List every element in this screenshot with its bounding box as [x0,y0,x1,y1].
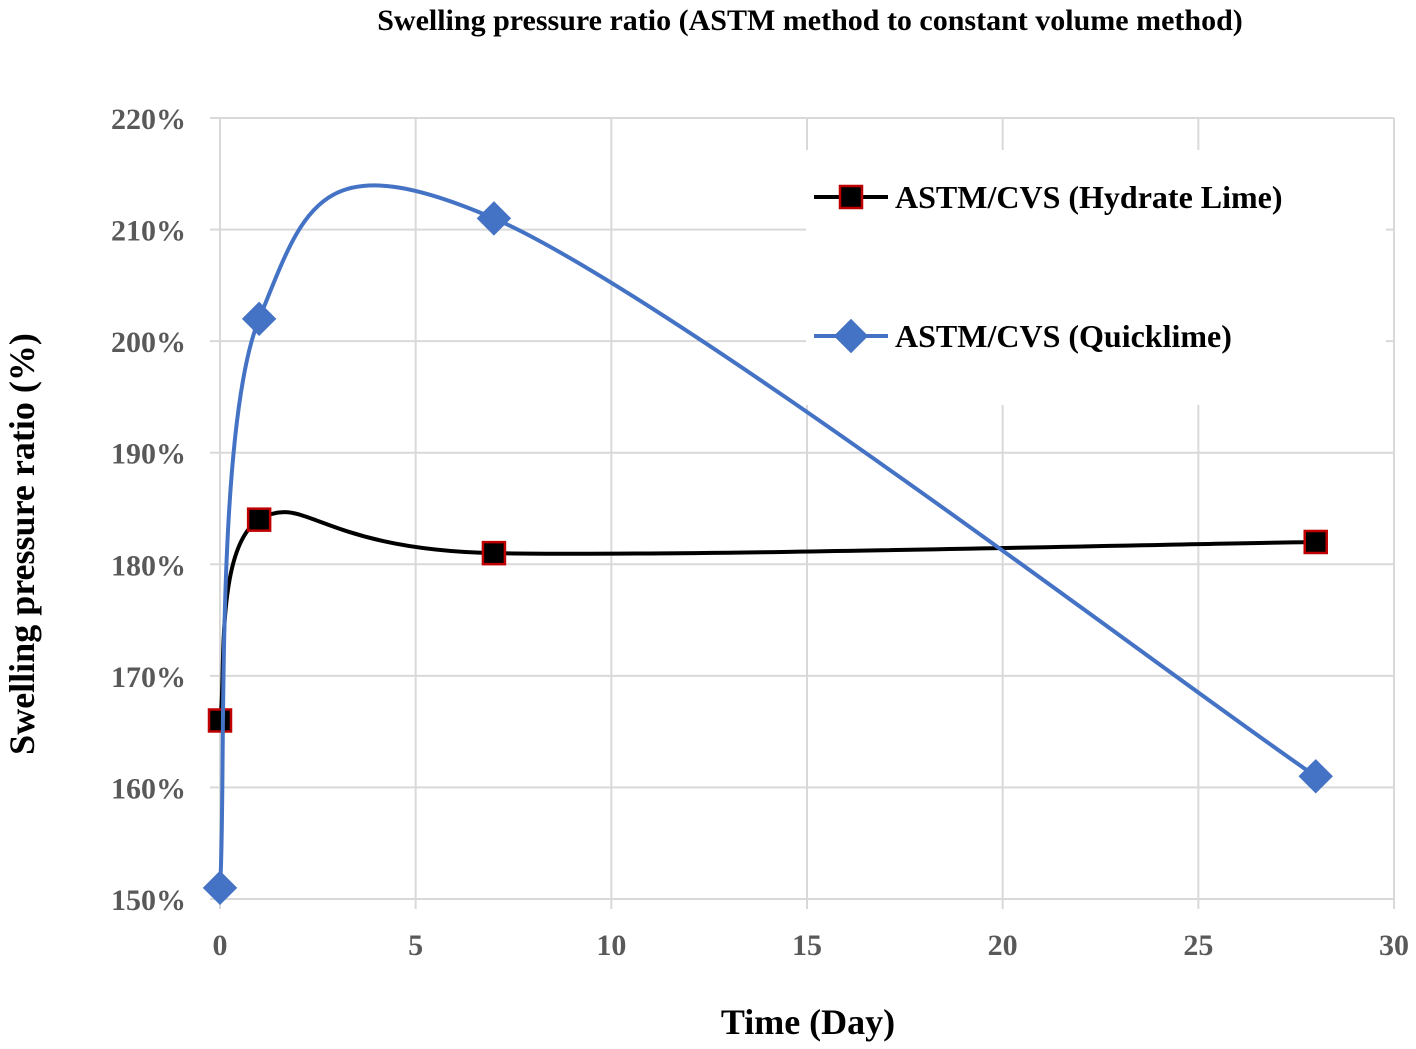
data-point [246,507,272,532]
y-tick-label: 160% [111,772,186,805]
series-layer [202,183,1333,906]
tick-labels: 150% 160% 170% 180% 190% 200% 210% 220% 0 5 10 15 20… [111,103,1409,962]
data-point [476,201,512,236]
x-tick-label: 30 [1379,929,1409,962]
data-point [207,708,233,733]
series-1 [207,507,1328,733]
series-2 [202,183,1333,906]
y-tick-label: 170% [111,661,186,694]
x-tick-label: 25 [1183,929,1213,962]
y-tick-label: 180% [111,549,186,582]
legend-marker [833,318,869,354]
y-tick-label: 190% [111,438,186,471]
x-tick-label: 20 [988,929,1018,962]
legend-marker [838,184,864,210]
x-tick-label: 10 [596,929,626,962]
data-point [202,870,238,906]
x-tick-label: 0 [213,929,228,962]
data-point [1298,759,1333,794]
x-tick-label: 5 [408,929,423,962]
legend-background [806,150,1386,405]
x-tick-label: 15 [792,929,822,962]
y-tick-label: 220% [111,103,186,136]
data-point [241,301,277,337]
y-tick-label: 210% [111,215,186,248]
series-line [218,510,1316,721]
y-tick-label: 150% [111,884,186,917]
series-line [218,183,1317,888]
data-point [1303,529,1328,555]
chart-title: Swelling pressure ratio (ASTM method to … [377,4,1243,37]
legend-label: ASTM/CVS (Quicklime) [895,318,1232,354]
legend: ASTM/CVS (Hydrate Lime) ASTM/CVS (Quickli… [806,150,1386,405]
x-axis-title: Time (Day) [721,1002,895,1042]
legend-label: ASTM/CVS (Hydrate Lime) [895,179,1283,215]
y-axis-title: Swelling pressure ratio (%) [2,333,42,755]
y-tick-label: 200% [111,326,186,359]
data-point [481,540,507,566]
